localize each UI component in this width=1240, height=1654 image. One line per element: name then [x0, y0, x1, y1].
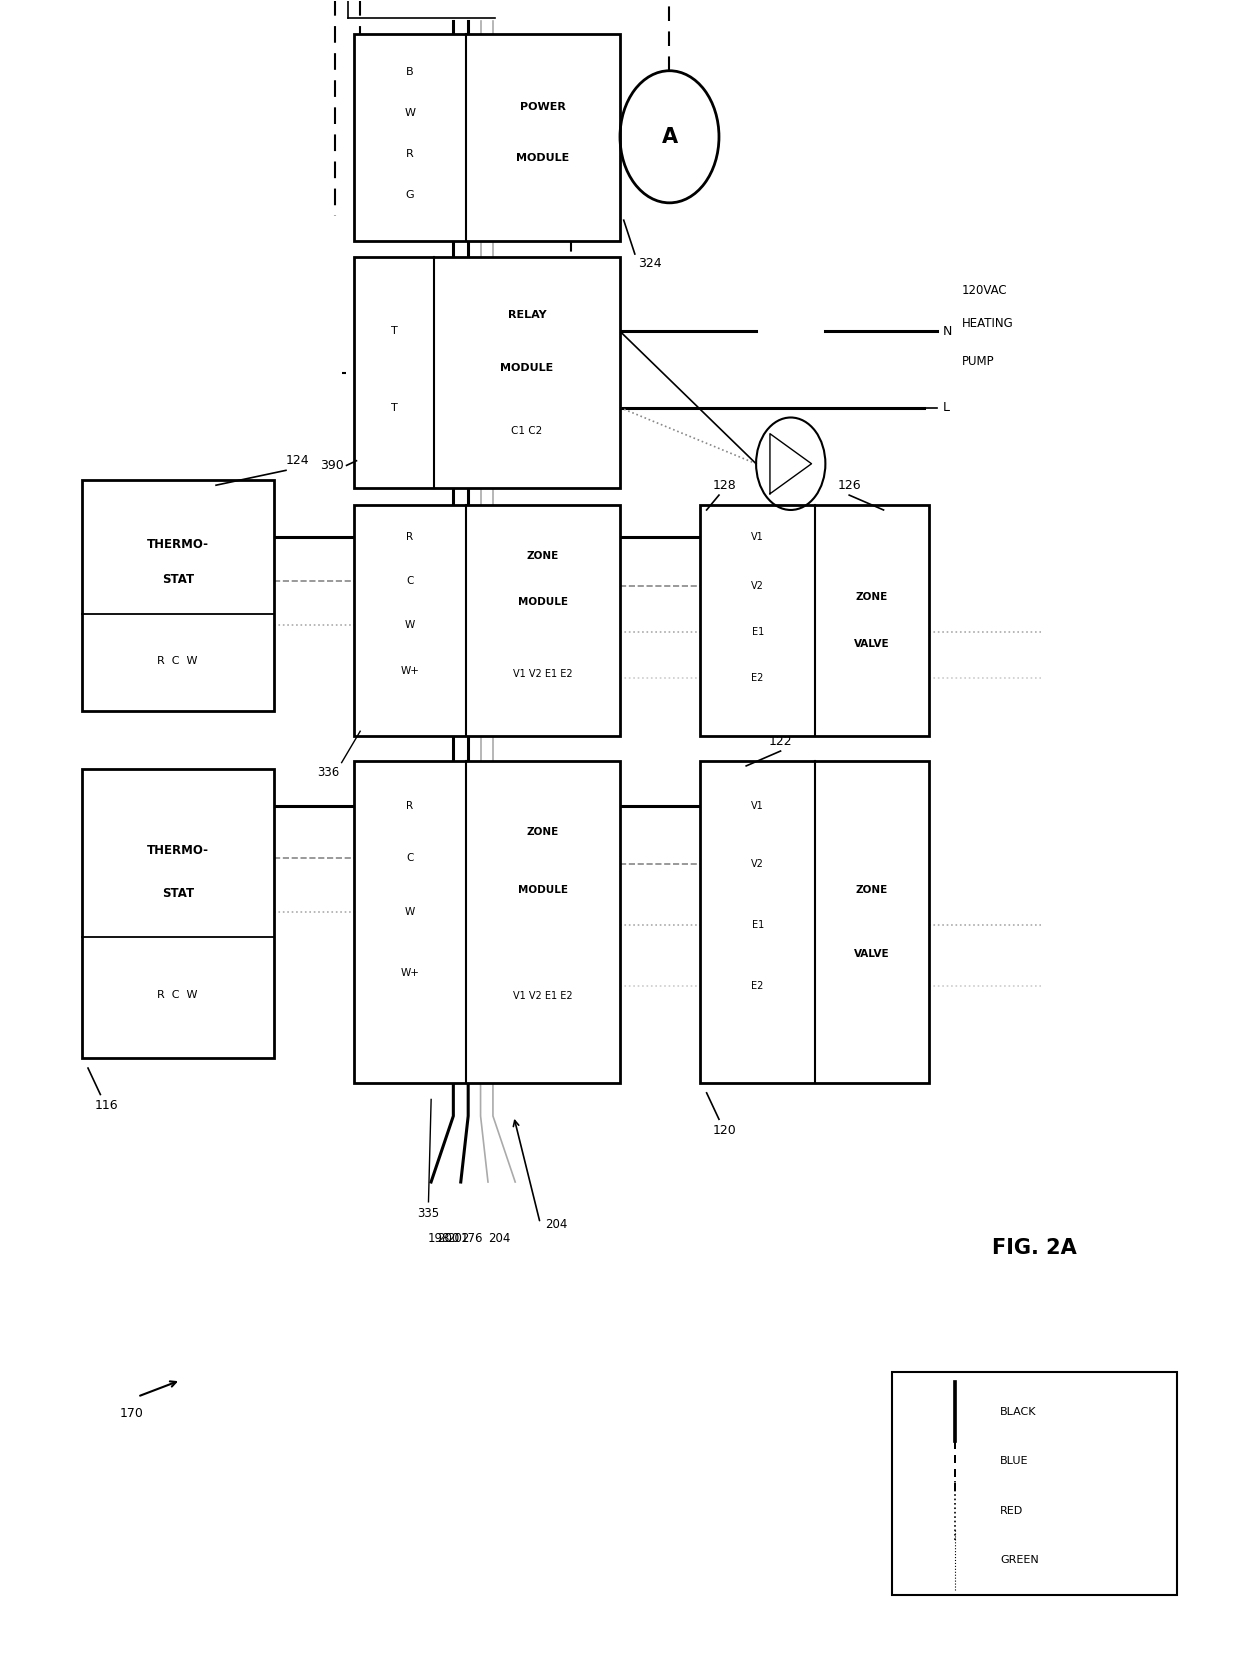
Text: ZONE: ZONE	[527, 551, 559, 561]
Text: N: N	[942, 324, 952, 337]
Text: V1 V2 E1 E2: V1 V2 E1 E2	[513, 991, 573, 1001]
Text: G: G	[405, 190, 414, 200]
Text: BLACK: BLACK	[1001, 1406, 1037, 1416]
Text: ZONE: ZONE	[856, 592, 888, 602]
Text: 200: 200	[438, 1232, 460, 1244]
Text: MODULE: MODULE	[516, 154, 569, 164]
Text: T: T	[391, 326, 397, 336]
Text: 336: 336	[317, 766, 340, 779]
Bar	[701, 504, 929, 736]
Text: MODULE: MODULE	[500, 364, 553, 374]
Text: 120VAC: 120VAC	[961, 283, 1007, 296]
Text: R  C  W: R C W	[157, 655, 198, 665]
Text: THERMO-: THERMO-	[146, 844, 208, 857]
Text: HEATING: HEATING	[961, 316, 1013, 329]
Text: FIG. 2A: FIG. 2A	[992, 1239, 1076, 1259]
Text: V2: V2	[751, 858, 764, 868]
Text: W: W	[404, 908, 415, 918]
Text: E2: E2	[751, 673, 764, 683]
Text: R: R	[405, 149, 414, 159]
Text: POWER: POWER	[520, 101, 565, 112]
Bar	[353, 35, 620, 241]
Text: E1: E1	[751, 920, 764, 930]
Text: A: A	[661, 127, 677, 147]
Text: STAT: STAT	[161, 574, 193, 586]
Text: ZONE: ZONE	[527, 827, 559, 837]
Text: VALVE: VALVE	[854, 638, 890, 648]
Text: W: W	[404, 108, 415, 117]
Text: 204: 204	[487, 1232, 511, 1244]
Text: R: R	[407, 533, 413, 543]
Text: E2: E2	[751, 981, 764, 991]
Text: 170: 170	[119, 1406, 144, 1419]
Text: 126: 126	[838, 478, 862, 491]
Bar	[82, 480, 274, 711]
Text: MODULE: MODULE	[518, 597, 568, 607]
Text: 335: 335	[418, 1207, 439, 1219]
Text: B: B	[405, 66, 414, 76]
Text: 128: 128	[713, 478, 737, 491]
Text: 176: 176	[460, 1232, 484, 1244]
Bar	[353, 258, 620, 488]
Bar	[353, 761, 620, 1083]
Text: 202: 202	[448, 1232, 470, 1244]
Text: C1 C2: C1 C2	[511, 425, 543, 435]
Text: W: W	[404, 620, 415, 630]
Text: V1 V2 E1 E2: V1 V2 E1 E2	[513, 668, 573, 678]
Text: 120: 120	[713, 1125, 737, 1138]
Text: RELAY: RELAY	[507, 309, 546, 321]
Text: VALVE: VALVE	[854, 949, 890, 959]
Text: 204: 204	[546, 1219, 568, 1231]
Text: ZONE: ZONE	[856, 885, 888, 895]
Text: 124: 124	[286, 455, 310, 466]
Text: C: C	[407, 576, 414, 586]
Text: C: C	[407, 852, 414, 862]
Text: 122: 122	[769, 734, 792, 748]
Bar	[893, 1371, 1177, 1594]
Text: L: L	[942, 400, 950, 414]
Text: E1: E1	[751, 627, 764, 637]
Text: W+: W+	[401, 667, 419, 676]
Text: GREEN: GREEN	[1001, 1555, 1039, 1565]
Text: V2: V2	[751, 581, 764, 590]
Text: R: R	[407, 801, 413, 810]
Text: V1: V1	[751, 533, 764, 543]
Text: MODULE: MODULE	[518, 885, 568, 895]
Text: 390: 390	[320, 458, 343, 471]
Text: T: T	[391, 402, 397, 412]
Text: 324: 324	[639, 258, 662, 270]
Text: BLUE: BLUE	[1001, 1456, 1029, 1465]
Bar	[701, 761, 929, 1083]
Text: 116: 116	[94, 1100, 118, 1113]
Text: V1: V1	[751, 801, 764, 810]
Bar	[353, 504, 620, 736]
Bar	[82, 769, 274, 1059]
Text: W+: W+	[401, 969, 419, 979]
Text: 198: 198	[428, 1232, 450, 1244]
Text: PUMP: PUMP	[961, 354, 994, 367]
Text: STAT: STAT	[161, 887, 193, 900]
Text: RED: RED	[1001, 1505, 1023, 1515]
Text: THERMO-: THERMO-	[146, 539, 208, 551]
Text: R  C  W: R C W	[157, 989, 198, 999]
